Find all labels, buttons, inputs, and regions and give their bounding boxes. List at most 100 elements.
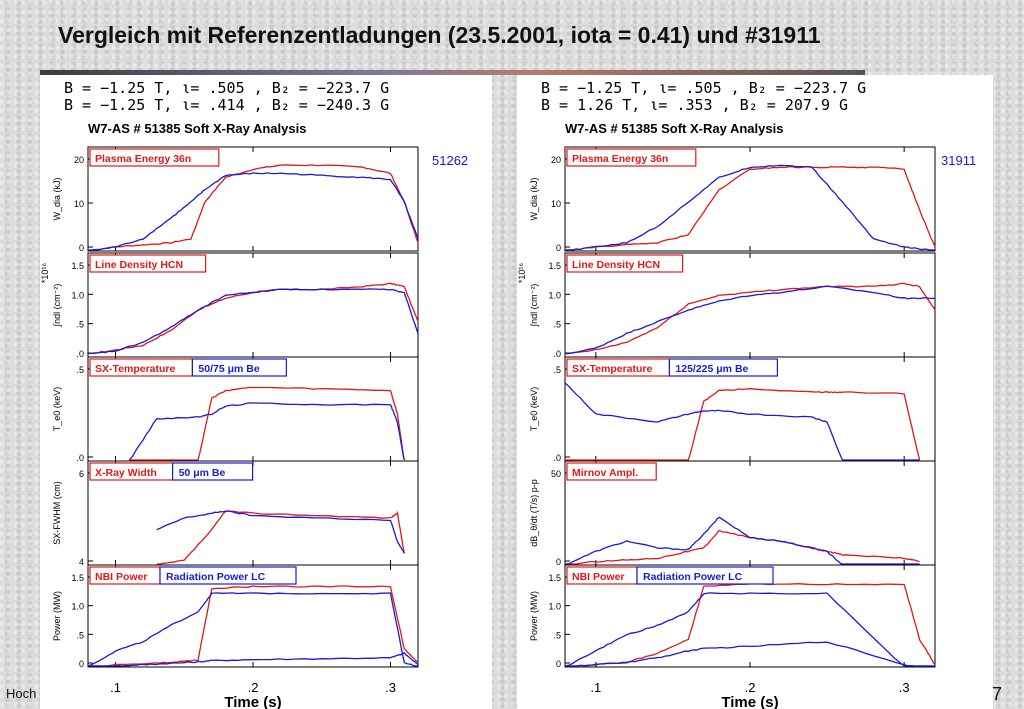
label-box-red [566,148,697,167]
label-blue: 125/225 μm Be [675,363,748,375]
x-tick-label: .1 [110,680,121,695]
x-tick-label: .3 [899,680,910,695]
x-axis-label: Time (s) [721,694,778,709]
y-tick-label: .0 [76,349,84,359]
header-line-1: B = −1.25 T, ι= .505 , B₂ = −223.7 G [64,79,389,97]
header-line-1: B = −1.25 T, ι= .505 , B₂ = −223.7 G [541,79,866,97]
label-red: NBI Power [95,571,148,583]
label-box-red [566,254,684,273]
y-tick-label: 1.5 [71,261,84,271]
header-line-2: B = −1.25 T, ι= .414 , B₂ = −240.3 G [64,96,389,114]
y-axis-label: ∫ndl (cm⁻²) [529,284,539,328]
label-box-red [566,462,657,481]
y-axis-label: ∫ndl (cm⁻²) [52,284,62,328]
x-tick-label: .2 [248,680,259,695]
label-box-blue [191,358,287,377]
series-line-blue [88,651,419,667]
footer-text: Hoch [6,686,37,701]
shot-label: 51262 [432,153,468,168]
series-line-blue [156,510,405,554]
shot-label: 31911 [941,153,976,168]
y-tick-label: 0 [79,243,84,253]
series-line-blue [564,285,936,355]
y-tick-label: 1.5 [71,573,84,583]
series-line-blue [564,382,920,461]
y-tick-label: 1.5 [548,261,561,271]
chart-svg-0: B = −1.25 T, ι= .505 , B₂ = −223.7 GB = … [40,79,468,709]
y-tick-label: 0 [556,243,561,253]
label-red: Plasma Energy 36n [572,153,668,165]
y-tick-label: 10 [551,199,561,209]
y-tick-label: 6 [79,469,84,479]
y-axis-label: T_e0 (keV) [52,387,62,432]
series-line-red [565,529,920,565]
y-tick-label: 1.0 [548,290,561,300]
y-tick-label: 10 [74,199,84,209]
label-box-red [89,254,207,273]
slide-title: Vergleich mit Referenzentladungen (23.5.… [58,22,821,48]
y-tick-label: .5 [76,320,84,330]
y-tick-label: .5 [76,365,84,375]
label-blue: 50 μm Be [179,467,226,479]
y-tick-label: .5 [553,320,561,330]
series-line-red [87,282,419,355]
y-tick-label: .5 [76,630,84,640]
label-box-blue [159,566,297,585]
series-line-red [88,585,419,667]
y-tick-label: 0 [556,659,561,669]
y-axis-label: dB_θ/dt (T/s) p-p [529,479,539,547]
title-underline-bar [40,70,865,75]
label-blue: Radiation Power LC [166,571,266,583]
y-tick-label: .5 [553,365,561,375]
y-tick-label: .0 [553,349,561,359]
y-tick-label: 20 [74,155,84,165]
y-axis-label: SX-FWHM (cm) [52,481,62,544]
y-tick-label: 1.0 [71,602,84,612]
y-tick-label: .5 [553,630,561,640]
x-axis-label: Time (s) [224,694,281,709]
series-line-red [565,583,936,667]
y-axis-label: W_dia (kJ) [52,177,62,220]
series-line-blue [88,172,419,251]
y-tick-label: .0 [76,453,84,463]
series-line-blue [564,164,935,251]
page-number: 7 [992,684,1003,704]
series-line-blue [87,592,418,667]
y-axis-exponent: *10¹⁶ [40,263,50,284]
label-blue: Radiation Power LC [643,571,743,583]
series-line-blue [128,402,405,461]
label-box-blue [668,358,778,377]
series-line-red [564,282,936,355]
y-tick-label: 4 [79,557,84,567]
label-red: Line Density HCN [95,259,183,271]
y-axis-exponent: *10¹⁶ [517,263,527,284]
header-line-2: B = 1.26 T, ι= .353 , B₂ = 207.9 G [541,96,848,114]
label-red: Plasma Energy 36n [95,153,191,165]
y-axis-label: Power (MW) [529,591,539,641]
series-line-blue [564,592,935,667]
series-line-red [156,510,405,565]
x-tick-label: .1 [590,680,601,695]
y-tick-label: 1.0 [71,290,84,300]
series-line-red [565,388,921,461]
y-axis-label: W_dia (kJ) [529,177,539,220]
x-tick-label: .3 [385,680,396,695]
label-red: NBI Power [572,571,625,583]
y-tick-label: 0 [79,659,84,669]
y-tick-label: .0 [553,453,561,463]
y-tick-label: 1.5 [548,573,561,583]
label-box-blue [172,462,254,481]
label-red: X-Ray Width [95,467,157,479]
analysis-title: W7-AS # 51385 Soft X-Ray Analysis [88,121,306,136]
label-red: Line Density HCN [572,259,660,271]
series-line-blue [564,516,920,565]
series-line-red [88,164,419,251]
series-line-blue [87,288,419,355]
y-axis-label: Power (MW) [52,591,62,641]
label-box-red [89,148,220,167]
y-axis-label: T_e0 (keV) [529,387,539,432]
chart-svg-1: B = −1.25 T, ι= .505 , B₂ = −223.7 GB = … [517,79,976,709]
analysis-title: W7-AS # 51385 Soft X-Ray Analysis [565,121,783,136]
